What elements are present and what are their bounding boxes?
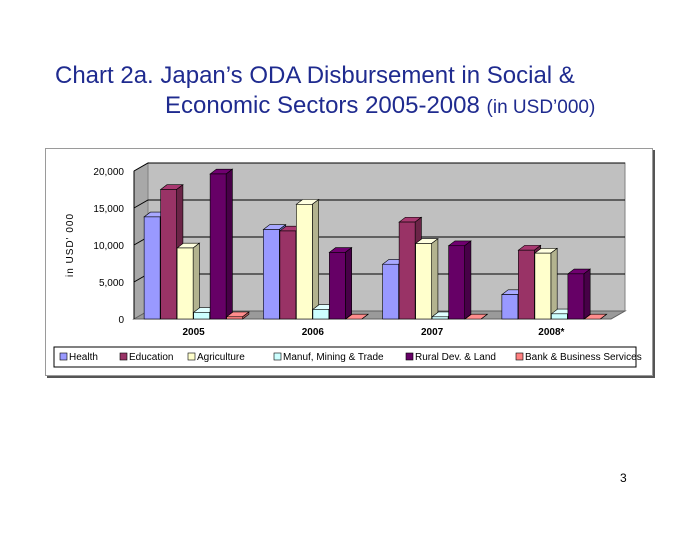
legend-label: Rural Dev. & Land: [415, 352, 496, 363]
legend-label: Bank & Business Services: [525, 352, 642, 363]
x-tick-label: 2006: [302, 327, 325, 338]
bar: [533, 247, 559, 320]
bar-side: [225, 168, 233, 320]
bar-front: [567, 273, 585, 320]
legend-swatch: [273, 352, 282, 361]
title-line-2: Economic Sectors 2005-2008 (in USD’000): [165, 92, 595, 120]
legend-label: Agriculture: [197, 352, 245, 363]
bar-front: [193, 312, 210, 320]
bar-front: [263, 229, 280, 320]
title-line-1: Chart 2a. Japan’s ODA Disbursement in So…: [55, 62, 575, 89]
legend: Health Education Agriculture Manuf, Mining …: [53, 346, 642, 368]
bar-chart: 0 5,000 10,000 15,000 20,000 in USD' 000 2005 2…: [53, 162, 642, 368]
gridline: [133, 199, 625, 209]
legend-swatch: [405, 352, 414, 361]
gridline: [133, 162, 625, 172]
y-tick-label: 20,000: [93, 167, 124, 178]
bar-side: [312, 198, 319, 320]
bar-front: [160, 189, 177, 320]
bar: [464, 313, 489, 320]
legend-swatch: [59, 352, 68, 361]
legend-item: Health: [59, 352, 98, 363]
bar-front: [143, 216, 161, 320]
bar-side: [192, 242, 200, 320]
bar-front: [501, 294, 519, 320]
x-tick-label: 2008*: [538, 327, 564, 338]
legend-item: Agriculture: [187, 352, 245, 363]
title-unit: (in USD’000): [486, 97, 596, 118]
bar-front: [431, 316, 449, 320]
bar: [566, 268, 592, 320]
legend-swatch: [515, 352, 524, 361]
legend-item: Rural Dev. & Land: [405, 352, 496, 363]
bar: [414, 238, 439, 320]
bar: [344, 313, 370, 320]
bar: [176, 242, 201, 320]
y-axis-label: in USD' 000: [65, 213, 76, 277]
bar-front: [518, 249, 535, 320]
legend-label: Health: [69, 352, 98, 363]
bar-front: [296, 203, 313, 320]
title-line-2-text: Economic Sectors 2005-2008: [165, 92, 480, 119]
bar: [447, 240, 472, 320]
bar-front: [551, 313, 568, 320]
bar-side: [600, 313, 607, 320]
bar-front: [279, 230, 297, 320]
legend-box: [53, 346, 637, 368]
legend-label: Education: [129, 352, 173, 363]
x-tick-label: 2005: [183, 327, 206, 338]
legend-swatch: [187, 352, 196, 361]
legend-item: Bank & Business Services: [515, 352, 642, 363]
legend-item: Education: [119, 352, 173, 363]
bar: [583, 313, 608, 320]
bar-side: [361, 313, 369, 320]
bar-front: [448, 245, 465, 320]
bar-front: [415, 243, 432, 320]
y-tick-label: 0: [118, 315, 124, 326]
bar: [209, 168, 234, 320]
y-tick-label: 15,000: [93, 204, 124, 215]
legend-swatch: [119, 352, 128, 361]
y-tick-label: 5,000: [99, 278, 124, 289]
bar-side: [480, 313, 488, 320]
bar: [225, 311, 250, 320]
bar-front: [209, 173, 227, 320]
bar-side: [583, 268, 591, 320]
legend-label: Manuf, Mining & Trade: [283, 352, 384, 363]
bar-side: [464, 240, 472, 320]
bar-front: [398, 221, 416, 320]
page-number: 3: [620, 471, 627, 485]
bar-front: [329, 252, 346, 320]
bar-side: [345, 246, 352, 320]
bar-front: [534, 252, 552, 320]
bar: [328, 246, 353, 320]
bar: [295, 198, 320, 320]
legend-item: Manuf, Mining & Trade: [273, 352, 384, 363]
bar-front: [176, 247, 194, 320]
y-tick-label: 10,000: [93, 241, 124, 252]
bar-front: [382, 263, 399, 320]
bar-side: [550, 247, 558, 320]
x-tick-label: 2007: [421, 327, 444, 338]
bar-side: [431, 238, 439, 320]
bar-front: [312, 309, 330, 320]
chart-frame: 0 5,000 10,000 15,000 20,000 in USD' 000 2005 2…: [45, 148, 653, 376]
bar-front: [226, 316, 243, 320]
